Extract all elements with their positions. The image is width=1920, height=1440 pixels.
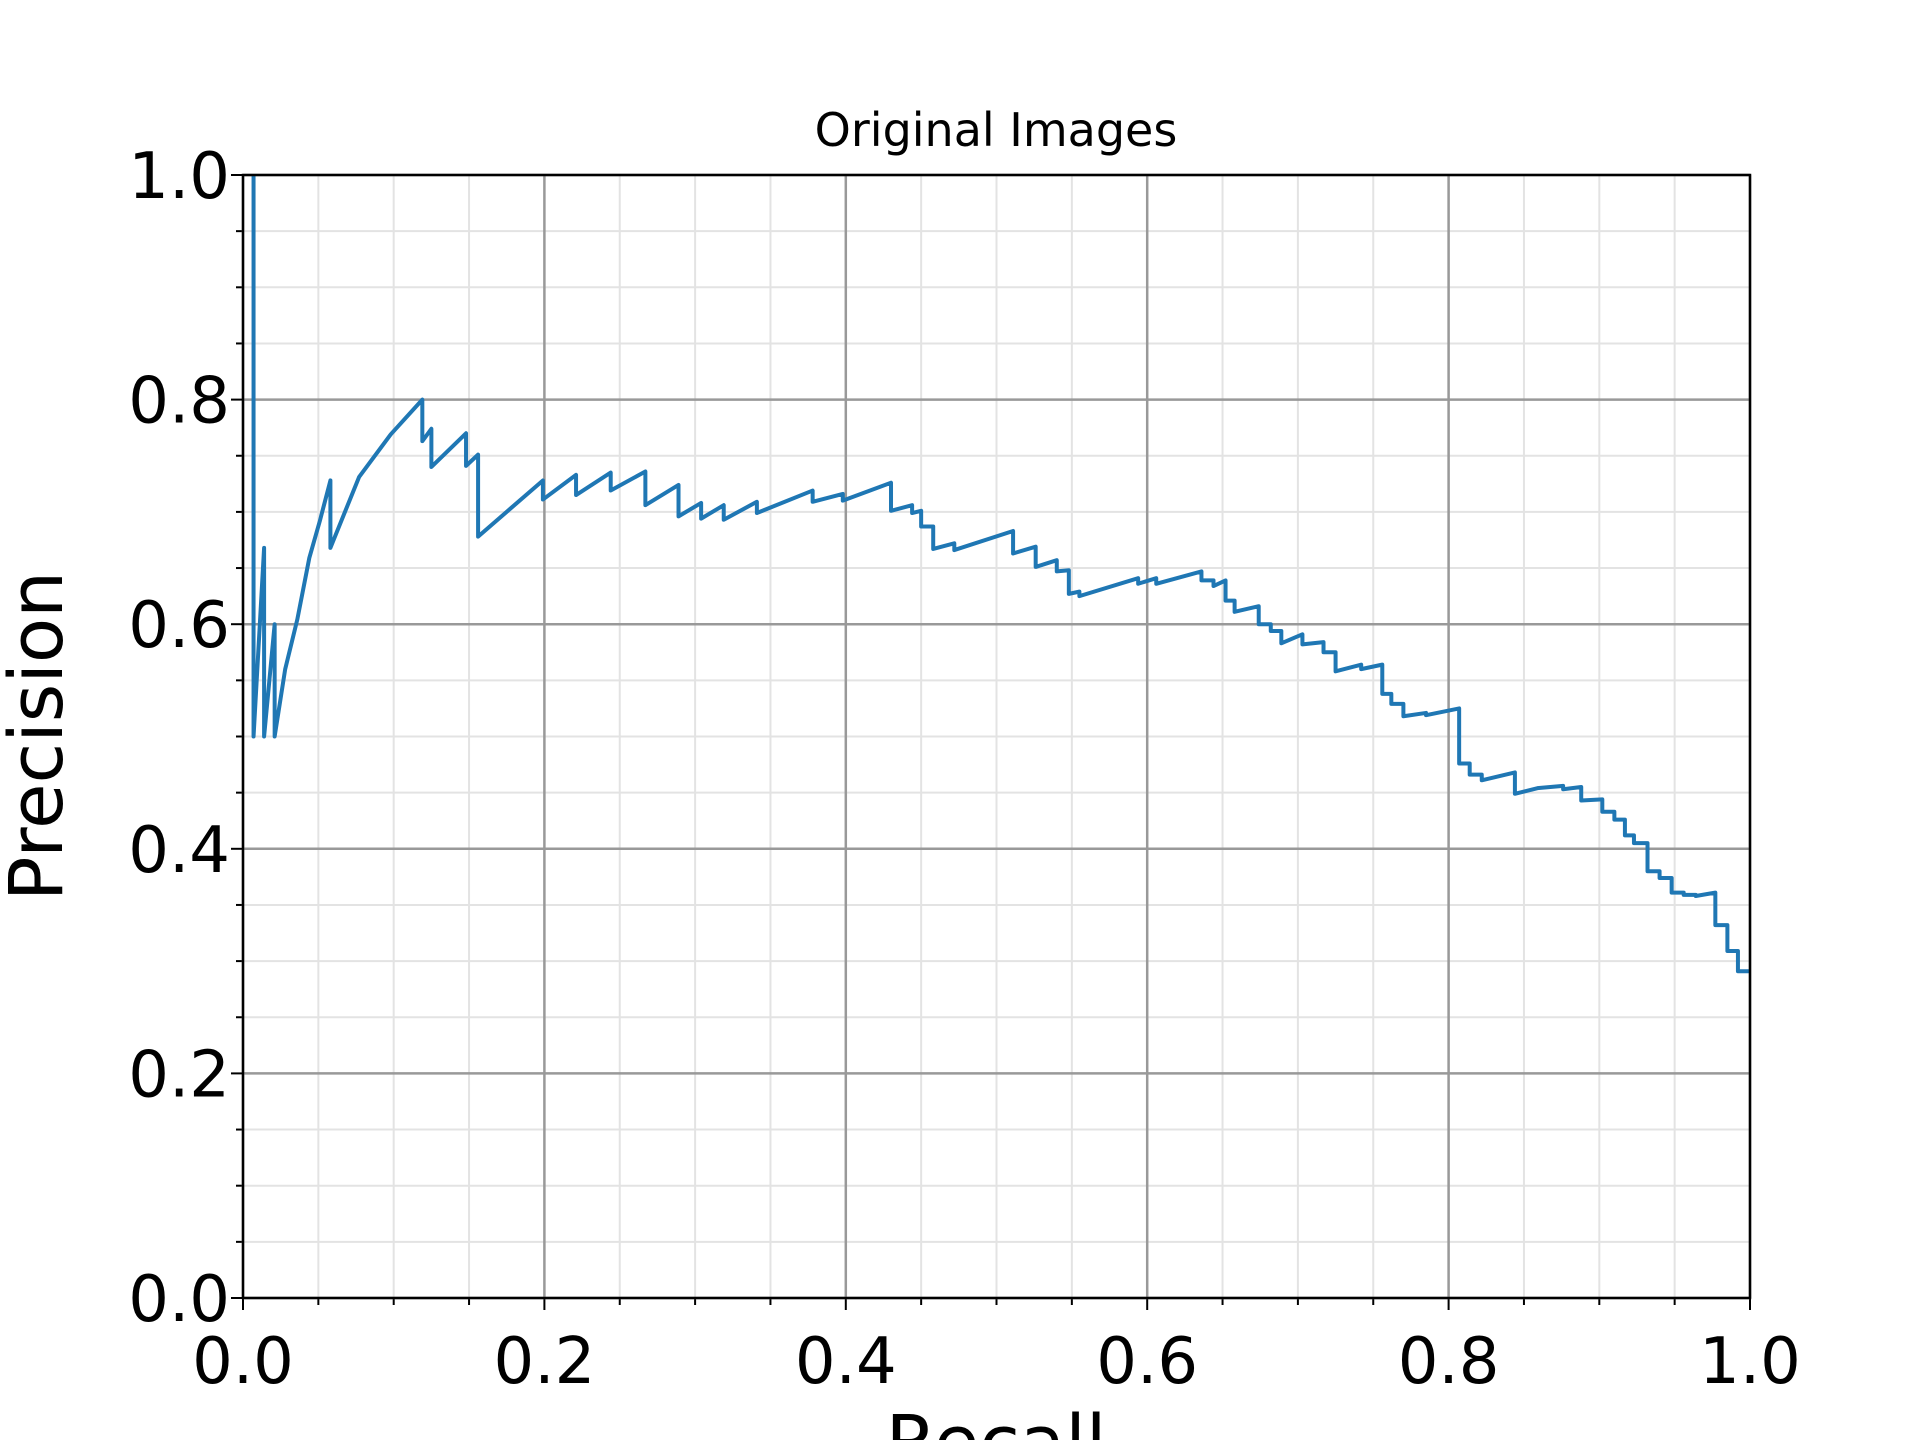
- x-axis-label: Recall: [886, 1400, 1107, 1440]
- x-tick-label: 0.8: [1398, 1325, 1500, 1399]
- x-tick-label: 1.0: [1699, 1325, 1801, 1399]
- y-tick-label: 0.8: [128, 365, 230, 439]
- y-tick-label: 0.0: [128, 1263, 230, 1337]
- x-tick-label: 0.4: [795, 1325, 897, 1399]
- x-tick-label: 0.0: [192, 1325, 294, 1399]
- y-tick-label: 0.4: [128, 814, 230, 888]
- x-tick-label: 0.6: [1096, 1325, 1198, 1399]
- chart-title: Original Images: [815, 103, 1178, 157]
- y-tick-label: 1.0: [128, 140, 230, 214]
- plot-frame: [241, 173, 1752, 1300]
- x-tick-label: 0.2: [494, 1325, 596, 1399]
- y-tick-label: 0.6: [128, 589, 230, 663]
- y-tick-label: 0.2: [128, 1038, 230, 1112]
- y-axis-label: Precision: [0, 571, 80, 901]
- line: [251, 175, 1750, 974]
